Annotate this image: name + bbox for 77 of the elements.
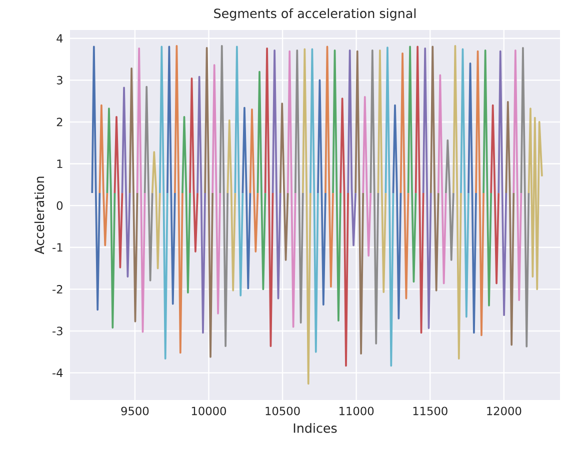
line-series: [347, 50, 357, 246]
line-series: [242, 106, 252, 290]
line-series: [490, 104, 500, 284]
line-series: [437, 74, 447, 284]
line-series: [279, 102, 289, 261]
line-series: [174, 44, 184, 354]
line-series: [400, 52, 410, 300]
line-series: [91, 46, 101, 311]
line-series: [219, 44, 229, 347]
y-tick-label: -3: [52, 326, 62, 336]
y-tick-label: 1: [57, 160, 62, 168]
line-series: [498, 50, 508, 316]
x-tick-label: 10500: [266, 406, 300, 416]
line-series: [414, 46, 424, 334]
line-series: [422, 47, 432, 330]
x-tick-label: 11000: [340, 406, 374, 416]
line-series: [324, 46, 334, 288]
chart-title: Segments of acceleration signal: [214, 8, 416, 21]
line-series: [182, 116, 191, 294]
line-series: [332, 50, 342, 322]
line-series: [354, 50, 364, 355]
y-axis-title: Acceleration: [34, 176, 44, 254]
line-series: [468, 62, 477, 334]
line-series: [302, 48, 312, 385]
line-series: [317, 79, 326, 306]
line-series: [121, 86, 131, 278]
x-tick-label: 9500: [121, 406, 149, 416]
line-series: [98, 104, 108, 246]
line-series: [528, 108, 543, 290]
line-series: [505, 100, 515, 346]
line-series: [475, 50, 484, 336]
y-tick-label: -1: [52, 243, 62, 252]
line-series: [482, 50, 492, 306]
x-tick-label: 10000: [192, 406, 226, 416]
line-series: [384, 46, 394, 367]
line-series: [166, 46, 176, 305]
line-series: [460, 48, 470, 318]
y-tick-label: -2: [52, 284, 62, 294]
y-tick-label: 4: [56, 34, 63, 42]
line-series: [264, 47, 274, 347]
line-series: [407, 46, 417, 283]
line-series: [234, 46, 244, 296]
line-series: [256, 70, 266, 290]
line-series: [512, 50, 522, 301]
line-series: [128, 68, 138, 322]
line-series: [452, 44, 462, 360]
y-tick-label: 2: [56, 118, 62, 126]
line-series: [340, 98, 349, 367]
line-series: [294, 50, 304, 324]
y-tick-label: -4: [52, 368, 63, 377]
line-series: [444, 139, 454, 261]
x-axis-title: Indices: [294, 423, 337, 433]
line-series: [196, 76, 206, 334]
line-series: [204, 47, 214, 358]
line-series: [430, 46, 440, 292]
line-series: [309, 48, 319, 353]
line-series: [151, 151, 161, 270]
line-series: [158, 46, 168, 360]
line-series: [106, 108, 116, 329]
line-series: [362, 96, 372, 257]
line-series: [286, 50, 296, 328]
line-series: [114, 116, 124, 268]
line-series: [377, 50, 387, 294]
y-tick-label: 0: [56, 201, 63, 210]
x-tick-label: 11500: [413, 406, 448, 416]
line-series: [189, 78, 198, 253]
line-series: [226, 119, 236, 292]
line-series: [212, 64, 222, 314]
line-series: [370, 50, 380, 344]
line-series: [520, 47, 530, 348]
line-series: [249, 108, 259, 253]
line-series: [272, 50, 282, 300]
y-tick-label: 3: [56, 76, 62, 84]
x-tick-label: 12000: [487, 406, 522, 416]
line-series: [392, 104, 402, 320]
line-series: [136, 47, 146, 333]
line-series: [144, 86, 154, 282]
